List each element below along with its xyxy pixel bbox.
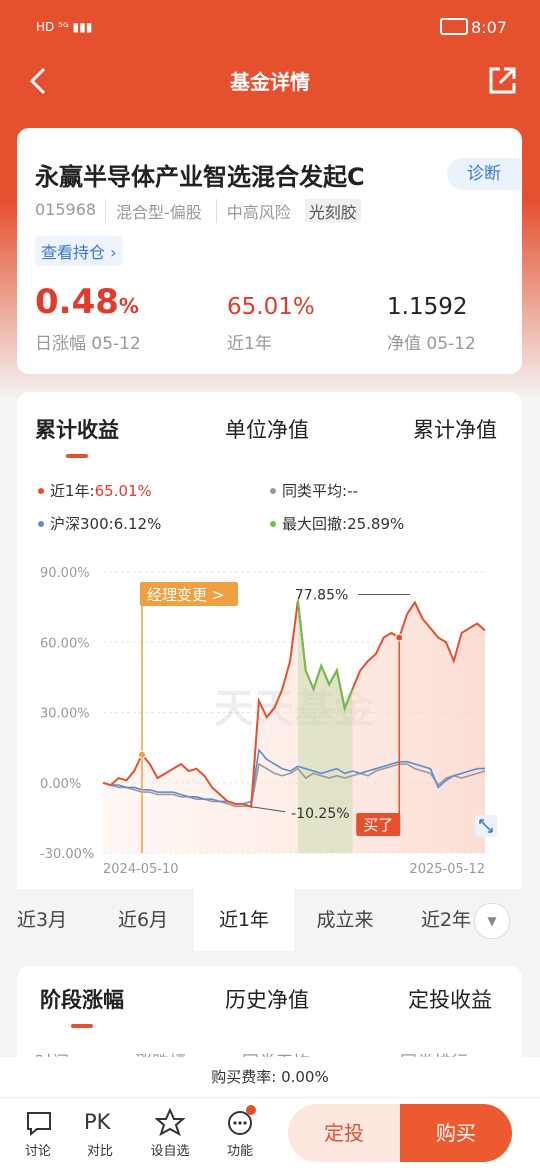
chart-tabs: 累计收益 单位净值 累计净值 bbox=[0, 414, 540, 458]
section-tab[interactable]: 阶段涨幅 bbox=[40, 984, 124, 1028]
legend-item: 最大回撤: 25.89% bbox=[270, 513, 404, 534]
period-tab[interactable]: 近3月 bbox=[16, 909, 68, 931]
y-tick-label: -30.00% bbox=[40, 847, 94, 862]
legend-name: 同类平均: bbox=[282, 482, 348, 500]
legend-item: 近1年: 65.01% bbox=[38, 480, 152, 501]
stat-label: 净值 05-12 bbox=[387, 334, 476, 354]
fund-name: 永赢半导体产业智选混合发起C bbox=[35, 163, 365, 191]
table-header: 时间 涨跌幅 同类平均 同类排行 bbox=[0, 1048, 540, 1057]
chart: 90.00% 60.00% 30.00% 0.00% -30.00% 2024-05-10… bbox=[40, 566, 497, 877]
holdings-link[interactable]: 查看持仓 › bbox=[35, 236, 123, 266]
table-head: 涨跌幅 bbox=[135, 1048, 186, 1057]
event-dot bbox=[137, 750, 146, 759]
legend-value: -- bbox=[347, 481, 358, 500]
page-title: 基金详情 bbox=[230, 70, 310, 94]
line-series bbox=[102, 762, 486, 807]
y-tick-label: 90.00% bbox=[40, 566, 90, 581]
legend-item: 同类平均: -- bbox=[270, 480, 358, 501]
section-tab[interactable]: 历史净值 bbox=[225, 988, 309, 1012]
chart-tab[interactable]: 累计净值 bbox=[413, 418, 497, 442]
stat-unit: % bbox=[118, 294, 139, 318]
legend-dot bbox=[270, 520, 276, 527]
buy-button[interactable]: 购买 bbox=[400, 1104, 512, 1162]
x-tick-label: 2024-05-10 bbox=[103, 862, 179, 877]
nav-label[interactable]: 对比 bbox=[86, 1144, 113, 1159]
table-head: 时间 bbox=[35, 1048, 69, 1057]
legend-item: 沪深300: 6.12% bbox=[38, 513, 161, 534]
legend-value: 6.12% bbox=[113, 514, 162, 533]
legend-value: 65.01% bbox=[94, 481, 152, 500]
section-tabs: 阶段涨幅 历史净值 定投收益 bbox=[0, 984, 540, 1028]
y-tick-label: 60.00% bbox=[40, 636, 90, 651]
star-icon bbox=[155, 1108, 185, 1136]
period-tab[interactable]: 近6月 bbox=[117, 909, 169, 931]
tags: 混合型-偏股 中高风险 光刻胶 bbox=[105, 199, 375, 223]
discuss-icon bbox=[27, 1112, 51, 1136]
legend: 近1年: 65.01% 同类平均: -- 沪深300: 6.12% 最大回撤: 25.89% bbox=[0, 480, 540, 540]
battery bbox=[440, 18, 468, 35]
period-tab[interactable]: 成立来 bbox=[316, 909, 374, 931]
low-leader bbox=[251, 806, 286, 813]
table-head: 同类排行 bbox=[400, 1048, 468, 1057]
diagnose[interactable]: 诊断 bbox=[447, 158, 521, 190]
stat-value: 65.01% bbox=[227, 294, 315, 320]
event-label: 经理变更 > bbox=[147, 586, 224, 604]
y-tick-label: 30.00% bbox=[40, 707, 90, 722]
fund-code: 015968 bbox=[35, 200, 97, 219]
chart-tab[interactable]: 单位净值 bbox=[225, 418, 309, 442]
section-tab[interactable]: 定投收益 bbox=[408, 988, 492, 1012]
event-tag bbox=[139, 582, 238, 606]
stat-number: 0.48 bbox=[35, 282, 119, 322]
time: 8:07 bbox=[471, 18, 507, 37]
stat-value: 0.48% bbox=[35, 282, 139, 322]
nav-label[interactable]: 功能 bbox=[226, 1144, 253, 1159]
back[interactable] bbox=[26, 66, 52, 96]
x-tick-label: 2025-05-12 bbox=[409, 862, 485, 877]
table-head: 同类平均 bbox=[242, 1048, 310, 1057]
share[interactable] bbox=[488, 66, 518, 96]
peak-label: 77.85% bbox=[295, 587, 348, 603]
stat-value: 1.1592 bbox=[387, 294, 468, 320]
func-icon bbox=[228, 1105, 256, 1135]
event-tag bbox=[356, 813, 401, 836]
event-label: 买了 bbox=[363, 816, 393, 834]
stat-label: 日涨幅 05-12 bbox=[35, 334, 141, 354]
stat-label: 近1年 bbox=[227, 334, 272, 354]
legend-name: 最大回撤: bbox=[282, 515, 348, 533]
legend-name: 沪深300: bbox=[50, 515, 114, 533]
expand-arrow bbox=[479, 819, 493, 833]
pk-icon: PK bbox=[84, 1110, 111, 1134]
legend-dot bbox=[270, 487, 276, 494]
drawdown-area bbox=[297, 600, 353, 853]
more-periods[interactable]: ▼ bbox=[474, 903, 510, 939]
status-icons: HD ⁵ᴳ ▮▮▮ bbox=[36, 20, 93, 34]
drawdown-line bbox=[296, 600, 354, 712]
event-dot bbox=[395, 633, 404, 642]
line-series bbox=[102, 600, 486, 809]
fee: 购买费率: 0.00% bbox=[0, 1057, 540, 1098]
nav-label[interactable]: 设自选 bbox=[150, 1144, 190, 1159]
period-tab[interactable]: 近1年 bbox=[194, 889, 294, 951]
period-tab[interactable]: 近2年 bbox=[420, 909, 472, 931]
tag: 光刻胶 bbox=[304, 199, 361, 223]
period-tabs: 近3月 近6月 近1年 成立来 近2年 bbox=[0, 889, 540, 951]
legend-dot bbox=[38, 487, 44, 494]
y-tick-label: 0.00% bbox=[40, 777, 81, 792]
tag: 混合型-偏股 bbox=[105, 199, 202, 223]
legend-dot bbox=[38, 520, 44, 527]
tag: 中高风险 bbox=[215, 199, 291, 223]
line-series bbox=[102, 748, 486, 805]
nav-label[interactable]: 讨论 bbox=[24, 1144, 51, 1159]
low-label: -10.25% bbox=[291, 806, 349, 822]
area bbox=[103, 600, 485, 853]
legend-name: 近1年: bbox=[50, 482, 95, 500]
legend-value: 25.89% bbox=[347, 514, 405, 533]
plan-button[interactable]: 定投 bbox=[288, 1104, 400, 1162]
chart-tab[interactable]: 累计收益 bbox=[35, 414, 119, 458]
